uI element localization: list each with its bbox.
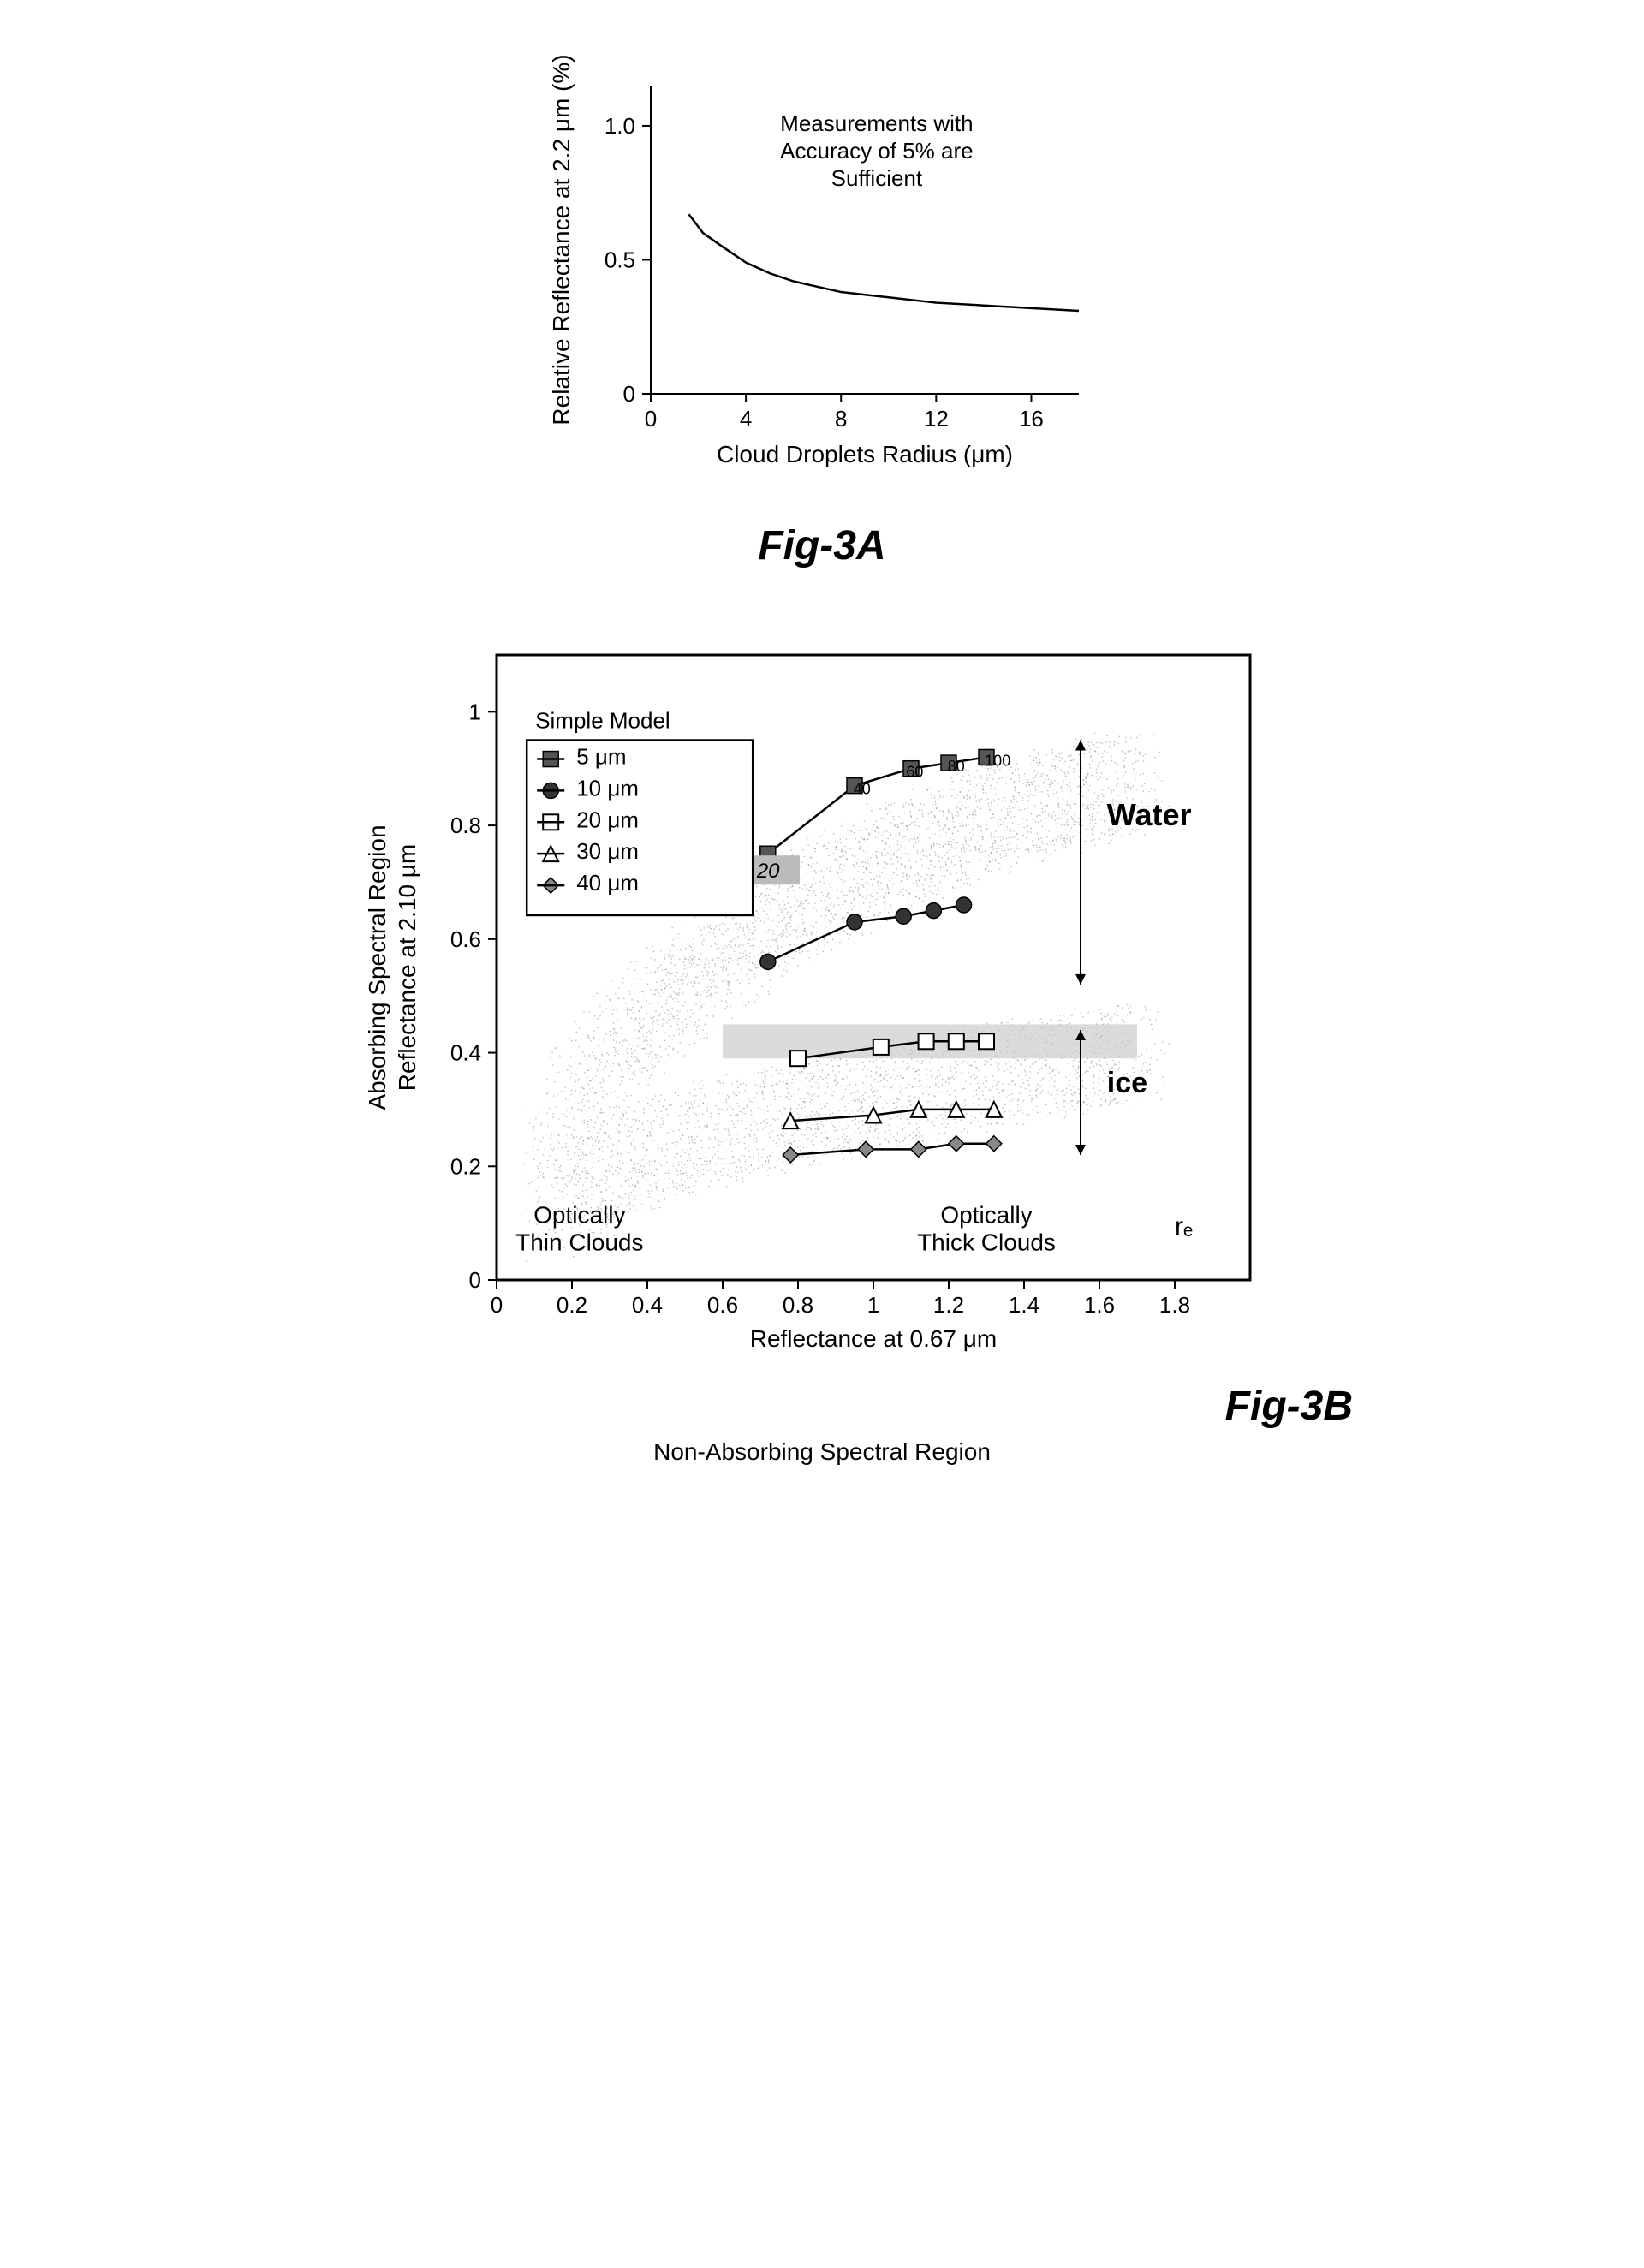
svg-text:0.5: 0.5 xyxy=(605,247,635,272)
chart-3b: 00.20.40.60.811.21.41.61.800.20.40.60.81… xyxy=(342,621,1302,1408)
chart-3a: 0 4 8 12 16 0 0.5 1.0 Cloud Droplets Radius (μm)… xyxy=(514,51,1130,497)
figure-3a-label: Fig-3A xyxy=(758,522,885,569)
svg-text:16: 16 xyxy=(1019,406,1044,432)
figure-3b: 00.20.40.60.811.21.41.61.800.20.40.60.81… xyxy=(171,621,1473,1466)
svg-text:Sufficient: Sufficient xyxy=(831,165,923,191)
svg-text:4: 4 xyxy=(740,406,752,432)
svg-text:0: 0 xyxy=(623,381,635,407)
svg-text:Relative Reflectance at 2.2 μm: Relative Reflectance at 2.2 μm (%) xyxy=(548,54,575,425)
figure-3b-label: Fig-3B xyxy=(1225,1383,1353,1430)
svg-text:Accuracy of 5% are: Accuracy of 5% are xyxy=(780,138,973,164)
figure-3b-bottom-caption: Non-Absorbing Spectral Region xyxy=(653,1438,991,1466)
svg-text:8: 8 xyxy=(835,406,847,432)
figure-3a: 0 4 8 12 16 0 0.5 1.0 Cloud Droplets Radius (μm)… xyxy=(171,51,1473,621)
svg-text:Cloud Droplets Radius (μm): Cloud Droplets Radius (μm) xyxy=(717,441,1013,467)
svg-text:1.0: 1.0 xyxy=(605,113,635,139)
svg-text:12: 12 xyxy=(924,406,949,432)
svg-text:0: 0 xyxy=(645,406,657,432)
svg-text:Measurements with: Measurements with xyxy=(780,110,973,136)
